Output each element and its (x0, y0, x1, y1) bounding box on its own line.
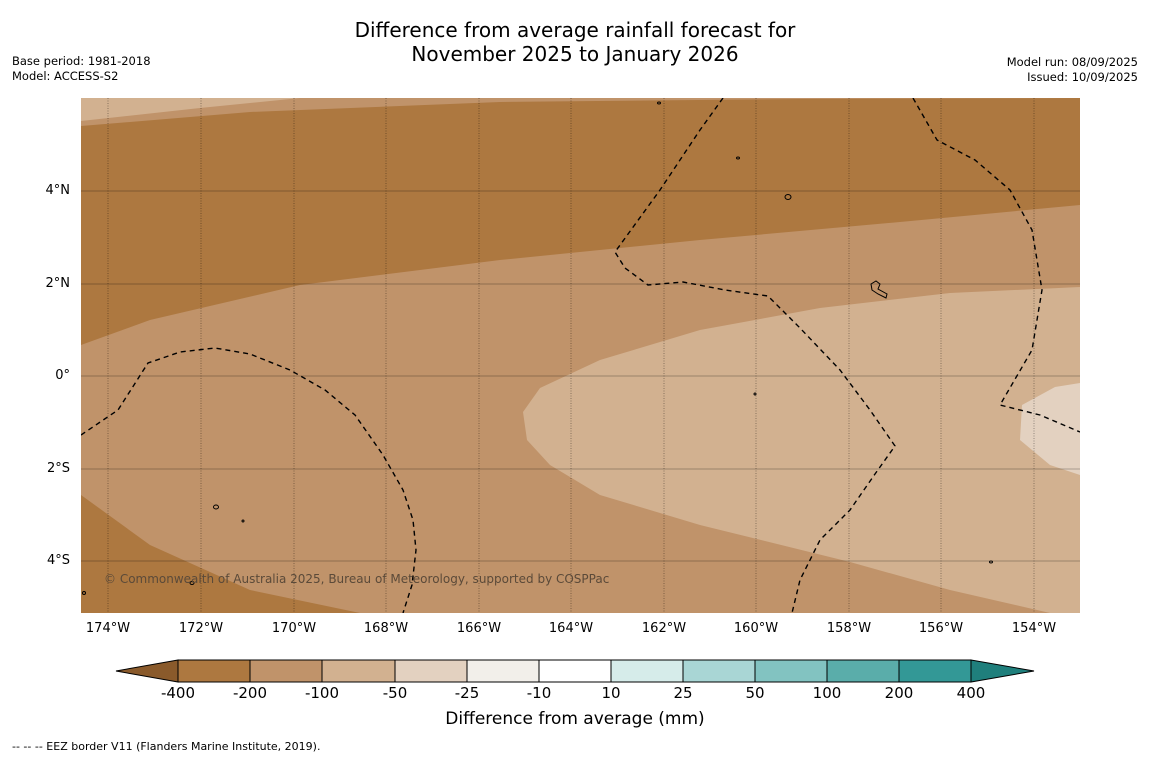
colorbar-extend-high (970, 659, 1035, 683)
model-text: Model: ACCESS-S2 (12, 69, 119, 83)
parallels (81, 190, 1080, 562)
chart-title: Difference from average rainfall forecas… (0, 18, 1150, 66)
colorbar-tick-label: -10 (526, 684, 552, 702)
island-4 (870, 280, 888, 299)
colorbar-tick-label: -200 (232, 684, 268, 702)
eez-borders (81, 98, 1080, 613)
lat-label-2n: 2°N (45, 276, 71, 291)
colorbar-swatch-4 (394, 659, 468, 683)
island-6 (241, 519, 245, 523)
eez-border-west (81, 347, 417, 613)
eez-border-central (614, 98, 896, 613)
lon-label-158w: 158°W (826, 621, 872, 636)
copyright-credit: © Commonwealth of Australia 2025, Bureau… (104, 572, 610, 586)
colorbar-extend-low (115, 659, 179, 683)
colorbar-swatch-9 (754, 659, 828, 683)
colorbar-tick-label: 200 (884, 684, 914, 702)
colorbar-swatch-10 (826, 659, 900, 683)
lon-label-162w: 162°W (641, 621, 687, 636)
lon-label-160w: 160°W (733, 621, 779, 636)
lon-label-154w: 154°W (1011, 621, 1057, 636)
colorbar-title: Difference from average (mm) (445, 709, 705, 729)
base-period-text: Base period: 1981-2018 (12, 54, 151, 68)
island-5 (213, 504, 219, 510)
colorbar-tick-label: 50 (745, 684, 765, 702)
lat-label-0: 0° (55, 368, 70, 383)
lat-label-4s: 4°S (46, 553, 70, 568)
colorbar-swatch-11 (898, 659, 972, 683)
island-10 (82, 591, 86, 595)
meta-left: Base period: 1981-2018 Model: ACCESS-S2 (12, 54, 151, 84)
colorbar-swatch-2 (249, 659, 323, 683)
lon-label-166w: 166°W (456, 621, 502, 636)
colorbar-tick-label: 100 (812, 684, 842, 702)
lon-label-168w: 168°W (363, 621, 409, 636)
colorbar-swatch-7 (610, 659, 684, 683)
colorbar-swatch-5 (466, 659, 540, 683)
eez-footnote: -- -- -- EEZ border V11 (Flanders Marine… (12, 740, 321, 753)
colorbar-tick-label: -100 (304, 684, 340, 702)
colorbar-tick-label: 10 (601, 684, 621, 702)
island-2 (736, 156, 740, 160)
lat-label-2s: 2°S (46, 461, 70, 476)
lon-label-172w: 172°W (178, 621, 224, 636)
band-neg200-neg100-top (81, 98, 1080, 126)
rainfall-map (81, 98, 1080, 613)
colorbar-tick-label: 400 (956, 684, 986, 702)
colorbar-tick-label: -400 (160, 684, 196, 702)
title-line-1: Difference from average rainfall forecas… (354, 18, 796, 42)
colorbar-swatch-1 (177, 659, 251, 683)
meta-right: Model run: 08/09/2025 Issued: 10/09/2025 (1007, 55, 1138, 85)
colorbar-swatch-3 (321, 659, 396, 683)
colorbar-swatch-8 (682, 659, 756, 683)
island-3 (784, 194, 792, 200)
island-1 (657, 101, 661, 105)
lon-label-164w: 164°W (548, 621, 594, 636)
graticule (107, 98, 1035, 613)
islands (82, 101, 993, 595)
lat-label-4n: 4°N (45, 183, 71, 198)
colorbar-swatch-6 (538, 659, 612, 683)
colorbar-tick-label: -25 (454, 684, 480, 702)
model-run-text: Model run: 08/09/2025 (1006, 55, 1138, 69)
lon-label-170w: 170°W (271, 621, 317, 636)
island-8 (753, 392, 757, 396)
eez-border-east (912, 98, 1080, 433)
band-neg50-neg25 (1020, 383, 1080, 475)
band-neg100-neg50-top (81, 98, 300, 121)
colorbar-tick-label: 25 (673, 684, 693, 702)
issued-text: Issued: 10/09/2025 (1027, 70, 1138, 84)
band-neg100-neg50-main (523, 287, 1080, 613)
colorbar-tick-label: -50 (382, 684, 408, 702)
lon-label-156w: 156°W (918, 621, 964, 636)
island-7 (189, 581, 195, 585)
island-9 (989, 560, 993, 564)
title-line-2: November 2025 to January 2026 (411, 42, 739, 66)
lon-label-174w: 174°W (85, 621, 131, 636)
